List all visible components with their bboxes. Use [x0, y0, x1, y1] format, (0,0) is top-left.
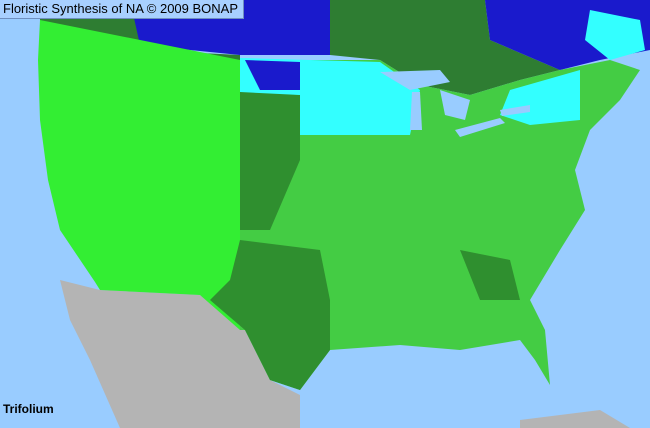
- north-dakota-blue: [245, 60, 300, 90]
- mexico: [60, 280, 300, 428]
- southeast-dense: [460, 250, 520, 300]
- lake-superior: [380, 70, 450, 90]
- taxon-label: Trifolium: [3, 402, 54, 416]
- canada-region-east-green: [330, 0, 560, 95]
- lake-erie: [455, 118, 505, 137]
- canada-region-maritime: [585, 10, 645, 60]
- lake-michigan: [410, 92, 422, 130]
- lake-ontario: [500, 105, 530, 116]
- us-west: [38, 20, 240, 330]
- lake-huron: [440, 90, 470, 120]
- texas-dense: [210, 240, 330, 390]
- map-title: Floristic Synthesis of NA © 2009 BONAP: [0, 0, 245, 19]
- cuba: [520, 410, 630, 428]
- plains-dense: [240, 90, 300, 230]
- us-east: [240, 60, 640, 390]
